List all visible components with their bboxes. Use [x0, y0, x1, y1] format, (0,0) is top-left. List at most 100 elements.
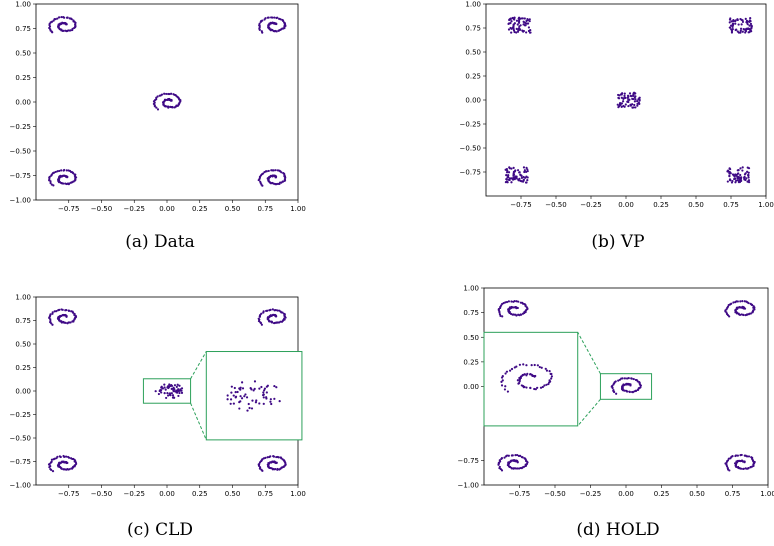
data-point [743, 173, 747, 176]
data-point [49, 318, 52, 321]
data-point [54, 170, 57, 174]
data-point [503, 456, 506, 459]
data-point [728, 18, 732, 21]
data-point [164, 388, 167, 391]
data-point [180, 391, 184, 394]
inset-point [543, 384, 546, 387]
data-point [623, 92, 626, 95]
data-point [736, 18, 739, 22]
data-point [175, 389, 178, 392]
x-tick-label: −0.75 [58, 490, 79, 498]
x-tick-label: 0.25 [192, 205, 208, 213]
data-point [728, 315, 731, 318]
data-point [507, 171, 511, 174]
data-point [505, 455, 508, 458]
inset-point [533, 387, 536, 391]
inset-point [269, 398, 272, 401]
y-tick-label: 0.25 [15, 364, 31, 372]
data-point [270, 174, 273, 177]
data-point [69, 321, 72, 324]
data-point [522, 179, 525, 182]
data-point [512, 173, 515, 176]
data-point [74, 177, 77, 181]
data-point [178, 389, 181, 392]
data-point [168, 393, 172, 397]
data-point [528, 20, 531, 23]
data-point [517, 17, 520, 20]
data-point [58, 455, 61, 458]
data-point [62, 454, 65, 458]
y-tick-label: 0.25 [15, 74, 31, 82]
data-point [743, 454, 746, 457]
data-point [515, 314, 518, 317]
data-point [69, 457, 73, 460]
data-point [616, 103, 619, 106]
data-point [525, 19, 528, 23]
y-tick-label: 1.00 [15, 1, 31, 9]
data-point [270, 16, 273, 19]
data-point [275, 16, 278, 20]
x-tick-label: 0.00 [618, 201, 634, 209]
data-point [268, 455, 271, 459]
data-point [745, 21, 749, 24]
data-point [627, 104, 630, 108]
data-point [60, 467, 63, 470]
data-point [520, 176, 524, 179]
y-tick-label: 0.75 [465, 25, 481, 33]
data-point [526, 18, 529, 21]
data-point [504, 301, 507, 304]
data-point [624, 103, 627, 106]
inset-point [510, 367, 514, 371]
y-tick-label: −0.75 [10, 458, 31, 466]
data-point [518, 177, 521, 180]
inset-point [236, 390, 239, 394]
data-point [516, 169, 520, 172]
data-point [513, 178, 516, 181]
data-point [512, 29, 516, 32]
data-point [516, 467, 519, 470]
data-point [168, 383, 171, 386]
inset-point [525, 386, 528, 389]
data-point [258, 467, 262, 470]
data-point [505, 174, 508, 177]
data-point [175, 385, 178, 388]
inset-point [501, 379, 504, 382]
inset-point [545, 383, 548, 386]
y-tick-label: −0.75 [460, 169, 481, 177]
inset-point [246, 409, 249, 412]
data-point [274, 467, 277, 471]
data-point [171, 106, 174, 109]
inset-point [241, 381, 244, 384]
data-point [276, 309, 279, 312]
data-point [258, 315, 261, 318]
inset-point [238, 407, 241, 410]
data-point [636, 102, 639, 105]
inset-point [226, 398, 229, 401]
x-tick-label: 1.00 [758, 201, 774, 209]
data-point [50, 458, 54, 461]
data-point [731, 179, 734, 183]
data-point [276, 467, 279, 471]
data-point [505, 171, 509, 174]
inset-point [250, 407, 254, 410]
data-point [618, 101, 622, 105]
data-point [623, 389, 626, 392]
x-tick-label: −0.75 [510, 201, 531, 209]
data-point [508, 178, 511, 182]
data-point [258, 461, 262, 464]
data-point [514, 467, 517, 470]
inset-point [505, 370, 509, 373]
data-point [51, 31, 54, 34]
y-tick-label: −1.00 [458, 482, 479, 490]
data-point [71, 27, 74, 30]
data-point [529, 31, 532, 34]
x-tick-label: 1.00 [290, 490, 306, 498]
zoom-connector [577, 398, 601, 427]
x-tick-label: −0.50 [91, 205, 112, 213]
inset-point [250, 388, 253, 391]
data-point [515, 27, 518, 30]
inset-point [550, 377, 553, 380]
data-point [737, 23, 740, 26]
data-point [736, 179, 739, 182]
data-point [73, 173, 76, 176]
